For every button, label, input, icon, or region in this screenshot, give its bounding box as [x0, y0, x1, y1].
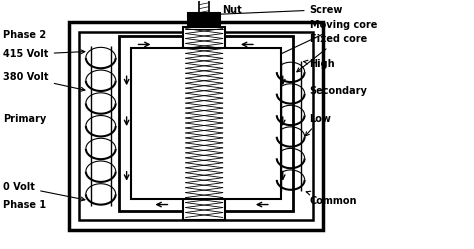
Text: Secondary: Secondary — [310, 86, 367, 96]
Text: 380 Volt: 380 Volt — [3, 72, 85, 91]
Text: Low: Low — [305, 114, 331, 136]
Text: Moving core: Moving core — [231, 20, 377, 78]
Text: Phase 2: Phase 2 — [3, 29, 46, 40]
Bar — [183, 27, 225, 220]
Text: Phase 1: Phase 1 — [3, 199, 46, 210]
Bar — [131, 48, 281, 199]
Bar — [69, 22, 322, 230]
Bar — [188, 13, 220, 27]
Text: Primary: Primary — [3, 114, 46, 124]
Text: Fixed core: Fixed core — [297, 34, 367, 72]
Text: 415 Volt: 415 Volt — [3, 49, 85, 60]
Text: Common: Common — [306, 191, 357, 206]
Bar — [79, 32, 312, 220]
Text: Nut: Nut — [213, 5, 242, 18]
Bar — [118, 37, 292, 210]
Text: 0 Volt: 0 Volt — [3, 182, 85, 201]
Text: High: High — [304, 59, 335, 69]
Text: Screw: Screw — [214, 5, 343, 16]
